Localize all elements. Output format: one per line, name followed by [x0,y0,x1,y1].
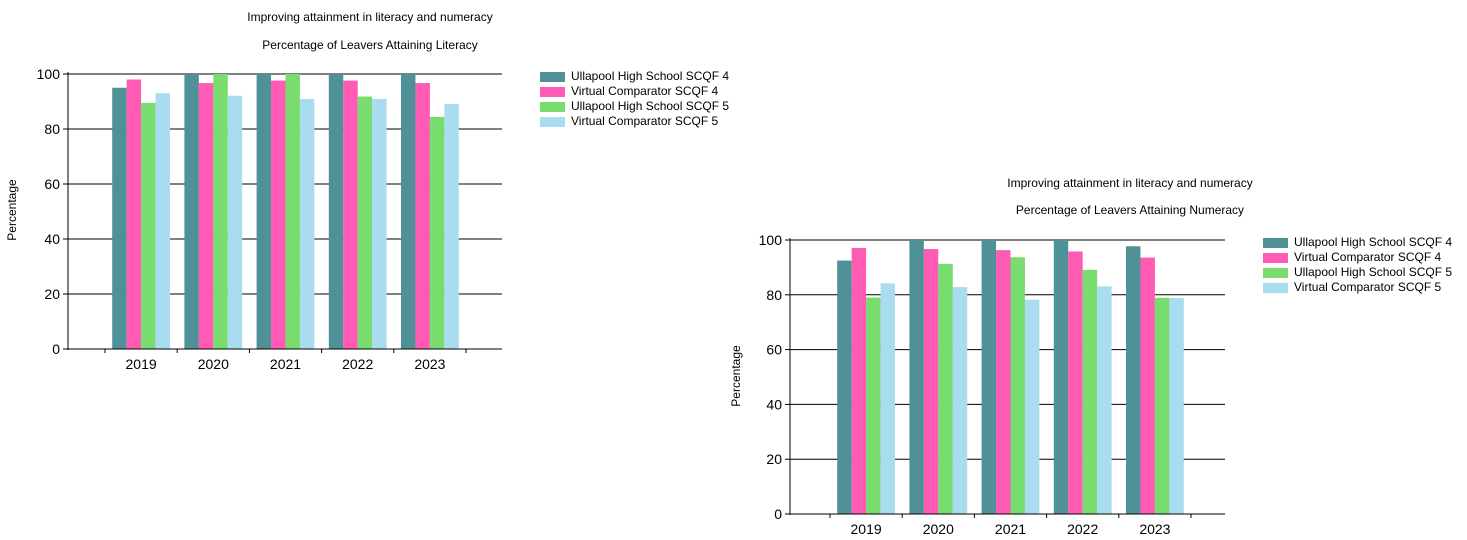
bar [1154,297,1170,514]
plot-area: 0 20 40 60 80 100 2019 2020 2021 2022 2023 [37,66,502,372]
legend-swatch [540,87,565,97]
legend-label: Virtual Comparator SCQF 5 [571,114,719,128]
x-tick-label: 2020 [198,356,229,372]
bar [1068,251,1083,514]
bar [112,87,127,349]
legend-item: Virtual Comparator SCQF 5 [1263,280,1467,294]
y-tick-label: 20 [766,451,782,467]
x-tick-label: 2022 [1067,521,1098,537]
chart-subtitle: Percentage of Leavers Attaining Literacy [262,38,478,52]
bar [126,79,142,349]
bar [909,240,924,514]
legend-item: Ullapool High School SCQF 5 [540,99,761,113]
legend-label: Virtual Comparator SCQF 5 [1294,280,1442,294]
bar [343,80,358,349]
legend-item: Ullapool High School SCQF 5 [1263,265,1467,279]
x-tick-label: 2021 [995,521,1026,537]
y-tick-label: 80 [44,121,60,137]
chart-subtitle: Percentage of Leavers Attaining Numeracy [1015,203,1245,217]
bar [981,240,997,514]
x-tick-label: 2022 [342,356,373,372]
y-tick-label: 100 [37,66,61,82]
bar [299,99,315,350]
legend-item: Virtual Comparator SCQF 5 [540,114,761,128]
bar [271,80,286,349]
legend-label: Ullapool High School SCQF 5 [1294,265,1453,279]
y-tick-label: 60 [44,176,60,192]
y-tick-label: 40 [766,396,782,412]
bar [357,96,373,349]
bar [227,95,243,349]
legend-label: Ullapool High School SCQF 4 [1294,235,1453,249]
bar [401,74,416,349]
x-tick-label: 2023 [1139,521,1170,537]
bar [1169,298,1184,514]
bar [996,250,1011,514]
legend-item: Ullapool High School SCQF 4 [1263,235,1467,249]
bar [1010,257,1025,514]
bar [866,297,881,514]
legend-label: Ullapool High School SCQF 4 [571,69,730,83]
bar [198,83,214,349]
x-tick-label: 2021 [270,356,301,372]
plot-area: 0 20 40 60 80 100 2019 2020 2021 2022 2023 [759,232,1225,537]
bar [1126,246,1141,514]
bar [1024,299,1040,514]
y-tick-label: 0 [774,506,782,522]
bar [256,74,272,349]
bar [837,260,852,514]
legend-item: Virtual Comparator SCQF 4 [540,84,761,98]
y-tick-label: 80 [766,287,782,303]
bar [141,102,156,349]
bar [952,287,968,514]
bar [328,74,344,349]
bar [444,103,459,349]
y-tick-label: 100 [759,232,783,248]
bar [880,283,895,514]
legend: Ullapool High School SCQF 4 Virtual Compa… [1263,235,1467,297]
legend-swatch [1263,268,1288,278]
x-tick-label: 2020 [923,521,954,537]
bar [851,247,867,515]
legend-swatch [540,102,565,112]
legend-item: Virtual Comparator SCQF 4 [1263,250,1467,264]
y-tick-label: 40 [44,231,60,247]
numeracy-chart: Improving attainment in literacy and num… [725,166,1467,540]
y-tick-label: 60 [766,342,782,358]
bar [1082,269,1098,514]
bar [415,83,430,349]
legend: Ullapool High School SCQF 4 Virtual Compa… [540,69,761,131]
y-tick-label: 0 [52,341,60,357]
bar [429,116,445,350]
legend-item: Ullapool High School SCQF 4 [540,69,761,83]
x-tick-label: 2019 [126,356,157,372]
bar [372,99,387,350]
bar [1097,286,1112,514]
bar [923,249,939,514]
x-tick-label: 2019 [851,521,882,537]
legend-label: Virtual Comparator SCQF 4 [1294,250,1442,264]
literacy-chart: Improving attainment in literacy and num… [0,0,735,400]
bar [184,74,199,349]
bar [1053,240,1069,514]
bar [155,93,170,349]
legend-swatch [540,72,565,82]
bar [213,74,228,349]
legend-swatch [1263,238,1288,248]
bar [938,263,953,514]
legend-swatch [1263,283,1288,293]
legend-swatch [540,117,565,127]
legend-label: Virtual Comparator SCQF 4 [571,84,719,98]
bar [285,74,300,349]
bar [1140,257,1155,514]
y-tick-label: 20 [44,286,60,302]
legend-swatch [1263,253,1288,263]
legend-label: Ullapool High School SCQF 5 [571,99,730,113]
chart-title: Improving attainment in literacy and num… [247,10,493,24]
chart-title: Improving attainment in literacy and num… [1007,176,1253,190]
x-tick-label: 2023 [414,356,445,372]
